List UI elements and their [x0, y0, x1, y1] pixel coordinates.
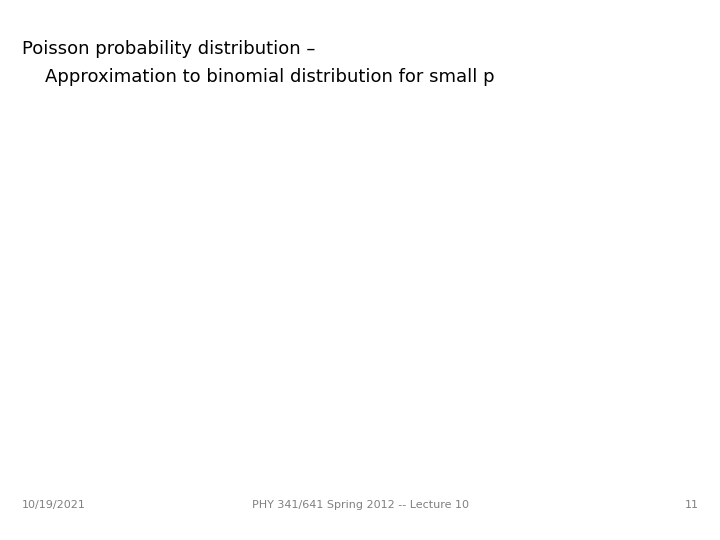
Text: Approximation to binomial distribution for small p: Approximation to binomial distribution f… — [22, 68, 494, 85]
Text: PHY 341/641 Spring 2012 -- Lecture 10: PHY 341/641 Spring 2012 -- Lecture 10 — [251, 500, 469, 510]
Text: 11: 11 — [685, 500, 698, 510]
Text: Poisson probability distribution –: Poisson probability distribution – — [22, 40, 315, 58]
Text: 10/19/2021: 10/19/2021 — [22, 500, 86, 510]
